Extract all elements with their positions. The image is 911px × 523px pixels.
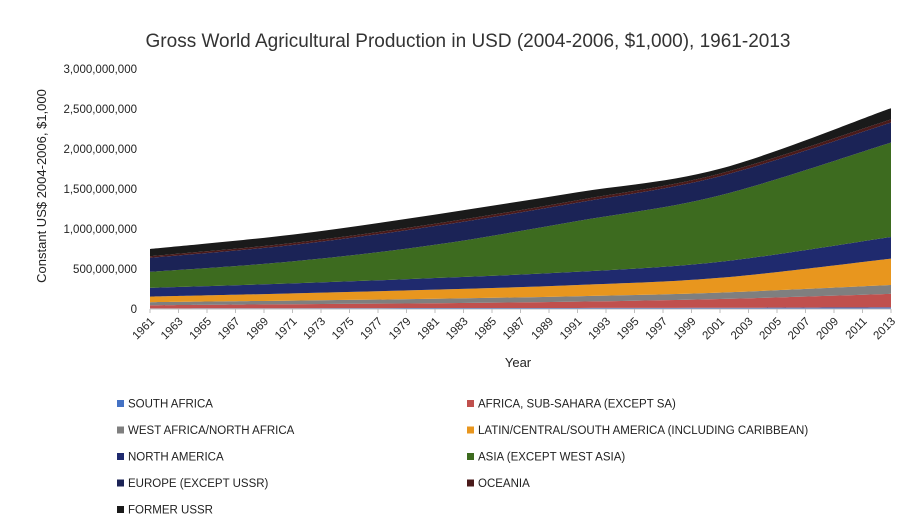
y-tick-label: 0: [131, 304, 137, 316]
legend-swatch-north-america: [117, 453, 124, 460]
area-series-latin-central-south-america-including-caribbean: [150, 258, 891, 303]
x-axis: 1961 1963 1965 1967 1969 1971 1973 1975 1977 1979…: [131, 308, 899, 343]
legend-label-asia-except-west-asia: ASIA (EXCEPT WEST ASIA): [478, 452, 625, 464]
area-series-west-africa-north-africa: [150, 285, 891, 306]
legend-swatch-south-africa: [117, 400, 124, 407]
legend-label-oceania: OCEANIA: [478, 478, 530, 490]
x-axis-label: Year: [505, 355, 532, 370]
x-tick-label: 1971: [273, 316, 300, 343]
legend: SOUTH AFRICA AFRICA, SUB-SAHARA (EXCEPT S…: [117, 399, 808, 517]
x-tick-label: 1969: [245, 316, 272, 343]
legend-swatch-latin-central-south-america-including-caribbean: [467, 426, 474, 434]
area-series-europe-except-ussr: [150, 122, 891, 272]
legend-label-south-africa: SOUTH AFRICA: [128, 399, 213, 411]
legend-label-africa-sub-sahara-except-sa: AFRICA, SUB-SAHARA (EXCEPT SA): [478, 399, 676, 411]
y-tick-label: 2,000,000,000: [63, 144, 137, 156]
x-tick-label: 1991: [558, 316, 585, 343]
legend-swatch-africa-sub-sahara-except-sa: [467, 400, 474, 407]
y-axis-label: Constant US$ 2004-2006, $1,000: [34, 89, 49, 283]
x-tick-label: 1965: [188, 316, 215, 343]
area-series-north-america: [150, 237, 891, 297]
y-tick-label: 2,500,000,000: [63, 104, 137, 116]
x-tick-label: 1983: [444, 316, 471, 343]
x-tick-label: 2003: [729, 316, 756, 343]
legend-swatch-former-ussr: [117, 506, 124, 513]
y-tick-label: 1,000,000,000: [63, 224, 137, 236]
x-tick-label: 1977: [359, 316, 386, 343]
legend-label-europe-except-ussr: EUROPE (EXCEPT USSR): [128, 478, 269, 490]
x-tick-label: 1993: [587, 316, 614, 343]
x-tick-label: 2011: [844, 316, 870, 342]
x-tick-label: 1999: [672, 316, 699, 343]
area-series-africa-sub-sahara-except-sa: [150, 293, 891, 309]
x-tick-label: 2009: [815, 316, 842, 343]
legend-label-west-africa-north-africa: WEST AFRICA/NORTH AFRICA: [128, 425, 295, 437]
legend-label-latin-central-south-america-including-caribbean: LATIN/CENTRAL/SOUTH AMERICA (INCLUDING C…: [478, 425, 808, 437]
area-series-asia-except-west-asia: [150, 142, 891, 288]
y-tick-label: 500,000,000: [73, 264, 137, 276]
x-tick-label: 1997: [644, 316, 671, 343]
legend-swatch-west-africa-north-africa: [117, 426, 124, 434]
legend-swatch-europe-except-ussr: [117, 479, 124, 487]
x-tick-label: 2007: [786, 316, 813, 343]
legend-swatch-oceania: [467, 479, 474, 487]
x-tick-label: 1985: [473, 316, 500, 343]
plot-area: [150, 108, 891, 309]
x-tick-label: 1979: [387, 316, 414, 343]
x-tick-label: 1995: [615, 316, 642, 343]
legend-label-north-america: NORTH AMERICA: [128, 452, 224, 464]
x-tick-label: 1975: [330, 316, 357, 343]
legend-label-former-ussr: FORMER USSR: [128, 505, 213, 517]
y-tick-label: 1,500,000,000: [63, 184, 137, 196]
x-tick-label: 1981: [416, 316, 443, 343]
x-tick-label: 1961: [131, 316, 158, 343]
y-axis: 0 500,000,000 1,000,000,000 1,500,000,000 2,…: [63, 64, 137, 316]
x-tick-label: 1963: [159, 316, 186, 343]
x-tick-label: 2013: [872, 316, 899, 343]
y-tick-label: 3,000,000,000: [63, 64, 137, 76]
x-tick-label: 1973: [302, 316, 329, 343]
x-tick-label: 1989: [530, 316, 557, 343]
x-tick-label: 1987: [501, 316, 528, 343]
x-tick-label: 2005: [758, 316, 785, 343]
legend-swatch-asia-except-west-asia: [467, 453, 474, 460]
x-tick-label: 1967: [216, 316, 243, 343]
chart-title: Gross World Agricultural Production in U…: [146, 31, 791, 52]
x-tick-label: 2001: [701, 316, 728, 343]
